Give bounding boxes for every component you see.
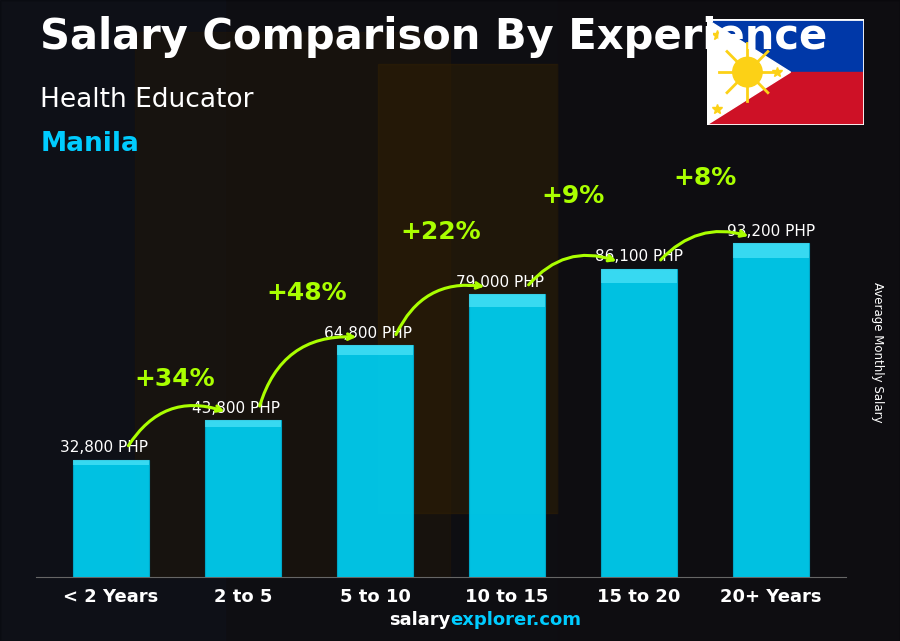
- Bar: [378, 64, 558, 513]
- Bar: [73, 460, 149, 465]
- Bar: [733, 244, 809, 577]
- Text: 86,100 PHP: 86,100 PHP: [595, 249, 683, 265]
- Text: +22%: +22%: [400, 220, 482, 244]
- Text: +9%: +9%: [541, 184, 605, 208]
- Text: 32,800 PHP: 32,800 PHP: [60, 440, 148, 455]
- Bar: [0, 0, 225, 641]
- Bar: [600, 269, 677, 283]
- Text: Salary Comparison By Experience: Salary Comparison By Experience: [40, 16, 828, 58]
- Circle shape: [733, 57, 762, 87]
- Polygon shape: [706, 19, 864, 72]
- Text: +48%: +48%: [266, 281, 346, 305]
- Bar: [205, 420, 282, 427]
- Text: +8%: +8%: [673, 167, 736, 190]
- Text: salary: salary: [389, 612, 450, 629]
- Bar: [337, 345, 413, 577]
- Text: Manila: Manila: [40, 131, 140, 158]
- Text: 79,000 PHP: 79,000 PHP: [456, 275, 544, 290]
- Bar: [205, 420, 282, 577]
- Text: Health Educator: Health Educator: [40, 87, 254, 113]
- Bar: [337, 345, 413, 355]
- Bar: [600, 269, 677, 577]
- Text: +34%: +34%: [134, 367, 215, 391]
- Text: 64,800 PHP: 64,800 PHP: [324, 326, 412, 341]
- Text: 43,800 PHP: 43,800 PHP: [193, 401, 281, 416]
- Bar: [558, 0, 900, 641]
- Text: 93,200 PHP: 93,200 PHP: [727, 224, 815, 239]
- Text: Average Monthly Salary: Average Monthly Salary: [871, 282, 884, 423]
- Text: explorer.com: explorer.com: [450, 612, 581, 629]
- Polygon shape: [706, 72, 864, 125]
- Bar: [733, 244, 809, 258]
- Polygon shape: [706, 19, 790, 125]
- Bar: [469, 294, 545, 307]
- Bar: [135, 32, 450, 577]
- Bar: [469, 294, 545, 577]
- Bar: [73, 460, 149, 577]
